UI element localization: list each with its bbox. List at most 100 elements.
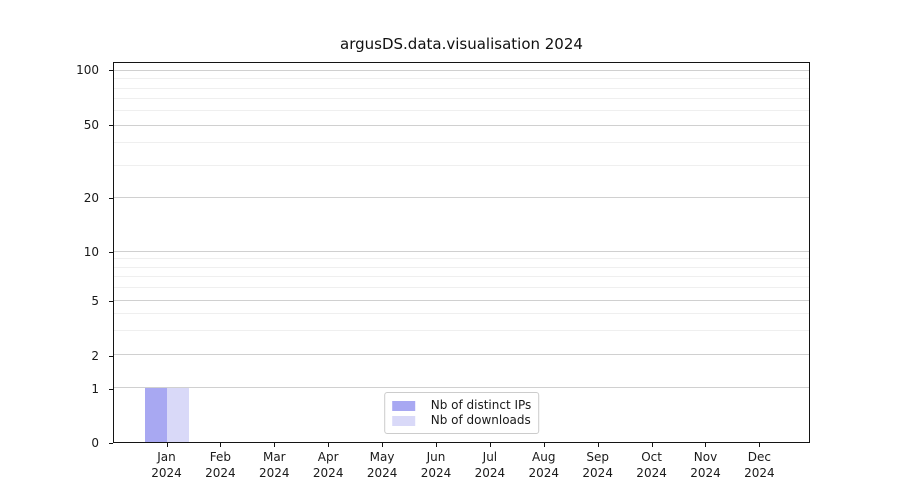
y-axis-tick-labels: 0 1 2 5 10 20 50 100 bbox=[0, 62, 106, 450]
x-tick-year: 2024 bbox=[528, 466, 560, 480]
major-gridline bbox=[114, 387, 809, 389]
x-tick-label: May 2024 bbox=[367, 449, 398, 481]
x-tick-year: 2024 bbox=[151, 466, 182, 480]
y-tick-label: 5 bbox=[91, 294, 99, 308]
x-tick-mark bbox=[705, 443, 707, 447]
x-tick-mark bbox=[166, 443, 168, 447]
x-tick-month: Feb bbox=[209, 450, 232, 464]
y-tick-mark bbox=[109, 355, 113, 357]
y-tick-label: 10 bbox=[83, 245, 99, 259]
x-tick-month: Jul bbox=[482, 450, 498, 464]
minor-gridline bbox=[114, 78, 809, 80]
x-tick-mark bbox=[597, 443, 599, 447]
major-gridline bbox=[114, 69, 809, 71]
minor-gridline bbox=[114, 110, 809, 112]
y-tick-mark bbox=[109, 69, 113, 71]
y-tick-label: 20 bbox=[83, 191, 99, 206]
y-tick-mark bbox=[109, 124, 113, 126]
major-gridline bbox=[114, 354, 809, 356]
minor-gridline bbox=[114, 142, 809, 144]
legend-item: Nb of distinct IPs bbox=[391, 398, 532, 413]
y-tick-mark bbox=[109, 197, 113, 199]
x-tick-label: Oct 2024 bbox=[636, 449, 667, 481]
x-tick-label: Apr 2024 bbox=[313, 449, 344, 481]
bar-downloads bbox=[167, 388, 190, 442]
x-tick-year: 2024 bbox=[582, 466, 613, 480]
minor-gridline bbox=[114, 258, 809, 260]
x-tick-mark bbox=[489, 443, 491, 447]
major-gridline bbox=[114, 251, 809, 253]
minor-gridline bbox=[114, 313, 809, 315]
x-tick-year: 2024 bbox=[474, 466, 506, 480]
y-tick-mark bbox=[109, 388, 113, 390]
x-tick-year: 2024 bbox=[366, 466, 398, 480]
y-tick-mark bbox=[109, 442, 113, 444]
minor-gridline bbox=[114, 165, 809, 167]
minor-gridline bbox=[114, 286, 809, 288]
x-axis-tick-marks bbox=[113, 443, 810, 448]
legend-label: Nb of distinct IPs bbox=[430, 398, 532, 412]
x-tick-month: Apr bbox=[317, 450, 339, 464]
minor-gridline bbox=[114, 266, 809, 268]
x-tick-label: Feb 2024 bbox=[205, 449, 236, 481]
x-tick-month: Sep bbox=[586, 450, 609, 464]
x-tick-label: Jun 2024 bbox=[421, 449, 452, 481]
x-tick-mark bbox=[759, 443, 761, 447]
bar-distinct-ips bbox=[145, 388, 168, 442]
x-tick-month: Aug bbox=[532, 450, 556, 464]
x-tick-month: May bbox=[369, 450, 395, 464]
x-tick-mark bbox=[543, 443, 545, 447]
x-tick-mark bbox=[328, 443, 330, 447]
chart-title: argusDS.data.visualisation 2024 bbox=[340, 35, 583, 53]
x-tick-year: 2024 bbox=[420, 466, 452, 480]
x-tick-label: Dec 2024 bbox=[744, 449, 775, 481]
legend-item: Nb of downloads bbox=[391, 413, 532, 428]
major-gridline bbox=[114, 124, 809, 126]
x-tick-month: Dec bbox=[747, 450, 772, 464]
major-gridline bbox=[114, 197, 809, 199]
x-tick-year: 2024 bbox=[312, 466, 344, 480]
y-tick-label: 50 bbox=[83, 118, 99, 133]
x-tick-label: Jul 2024 bbox=[475, 449, 506, 481]
x-tick-month: Jan bbox=[157, 450, 176, 464]
y-tick-mark bbox=[109, 251, 113, 253]
y-axis-tick-marks bbox=[109, 62, 113, 444]
x-tick-label: Aug 2024 bbox=[529, 449, 560, 481]
legend-rows: Nb of distinct IPs Nb of downloads bbox=[391, 398, 532, 428]
x-tick-label: Nov 2024 bbox=[690, 449, 721, 481]
y-tick-label: 2 bbox=[91, 349, 99, 364]
y-tick-label: 1 bbox=[91, 382, 99, 396]
x-tick-mark bbox=[274, 443, 276, 447]
x-tick-mark bbox=[382, 443, 384, 447]
x-tick-label: Mar 2024 bbox=[259, 449, 290, 481]
x-tick-year: 2024 bbox=[744, 466, 775, 480]
legend: Nb of distinct IPs Nb of downloads bbox=[383, 392, 540, 434]
x-tick-mark bbox=[651, 443, 653, 447]
x-tick-month: Jun bbox=[426, 450, 446, 464]
minor-gridline bbox=[114, 276, 809, 278]
major-gridline bbox=[114, 299, 809, 301]
legend-swatch bbox=[391, 400, 415, 411]
x-tick-year: 2024 bbox=[205, 466, 236, 480]
legend-label: Nb of downloads bbox=[430, 413, 531, 427]
minor-gridline bbox=[114, 98, 809, 100]
x-tick-year: 2024 bbox=[259, 466, 290, 480]
x-axis-tick-labels: Jan 2024 Feb 2024 Mar 2024 Apr 2024 May 2024 Jun 20… bbox=[113, 449, 810, 485]
x-tick-year: 2024 bbox=[690, 466, 721, 480]
x-tick-mark bbox=[435, 443, 437, 447]
x-tick-mark bbox=[220, 443, 222, 447]
x-tick-label: Sep 2024 bbox=[582, 449, 613, 481]
x-tick-label: Jan 2024 bbox=[151, 449, 182, 481]
legend-swatch bbox=[391, 415, 415, 426]
x-tick-year: 2024 bbox=[636, 466, 667, 480]
minor-gridline bbox=[114, 330, 809, 332]
y-tick-label: 0 bbox=[91, 436, 99, 450]
y-tick-mark bbox=[109, 300, 113, 302]
y-tick-label: 100 bbox=[76, 63, 99, 77]
x-tick-month: Nov bbox=[693, 450, 718, 464]
minor-gridline bbox=[114, 87, 809, 89]
plot-area: Nb of distinct IPs Nb of downloads bbox=[113, 62, 810, 443]
x-tick-month: Mar bbox=[262, 450, 286, 464]
x-tick-month: Oct bbox=[641, 450, 662, 464]
